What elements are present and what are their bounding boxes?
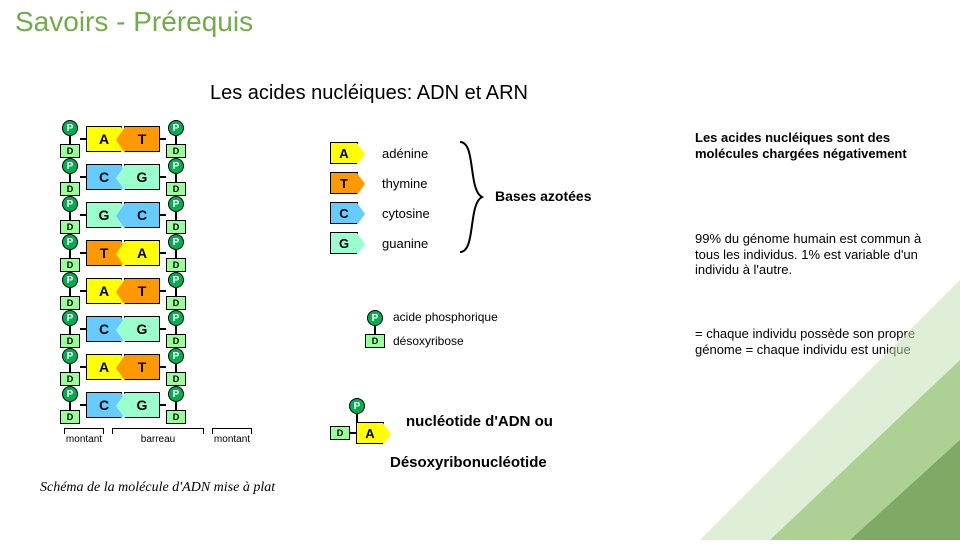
paragraph-2: 99% du génome humain est commun à tous l… bbox=[695, 231, 925, 278]
paragraph-1: Les acides nucléiques sont des molécules… bbox=[695, 130, 925, 161]
nucleotide-label-1: nucléotide d'ADN ou bbox=[406, 413, 553, 430]
legend-phosphate-ribose: P D acide phosphorique désoxyribose bbox=[365, 310, 498, 348]
slide-title: Savoirs - Prérequis bbox=[15, 6, 253, 38]
slide-subtitle: Les acides nucléiques: ADN et ARN bbox=[210, 82, 528, 105]
phosphate-icon: P bbox=[367, 310, 383, 326]
bases-group-label: Bases azotées bbox=[495, 188, 592, 204]
dna-ladder-diagram: PDATPDPDCGPDPDGCPDPDTAPDPDATPDPDCGPDPDAT… bbox=[60, 120, 260, 445]
ribose-icon: D bbox=[330, 426, 350, 440]
phosphate-label: acide phosphorique bbox=[393, 310, 498, 324]
phosphate-icon: P bbox=[349, 398, 365, 414]
right-text-column: Les acides nucléiques sont des molécules… bbox=[695, 130, 925, 405]
legend-nucleotide: P D A nucléotide d'ADN ou Désoxyribonucl… bbox=[330, 398, 553, 471]
base-A-icon: A bbox=[356, 422, 384, 444]
dna-caption: Schéma de la molécule d'ADN mise à plat bbox=[40, 480, 275, 496]
nucleotide-label-2: Désoxyribonucléotide bbox=[390, 454, 553, 471]
paragraph-3: = chaque individu possède son propre gén… bbox=[695, 326, 925, 357]
ribose-icon: D bbox=[365, 334, 385, 348]
brace-icon bbox=[458, 140, 484, 254]
legend-bases: AadénineTthymineCcytosineGguanine bbox=[330, 138, 650, 258]
ribose-label: désoxyribose bbox=[393, 334, 498, 348]
